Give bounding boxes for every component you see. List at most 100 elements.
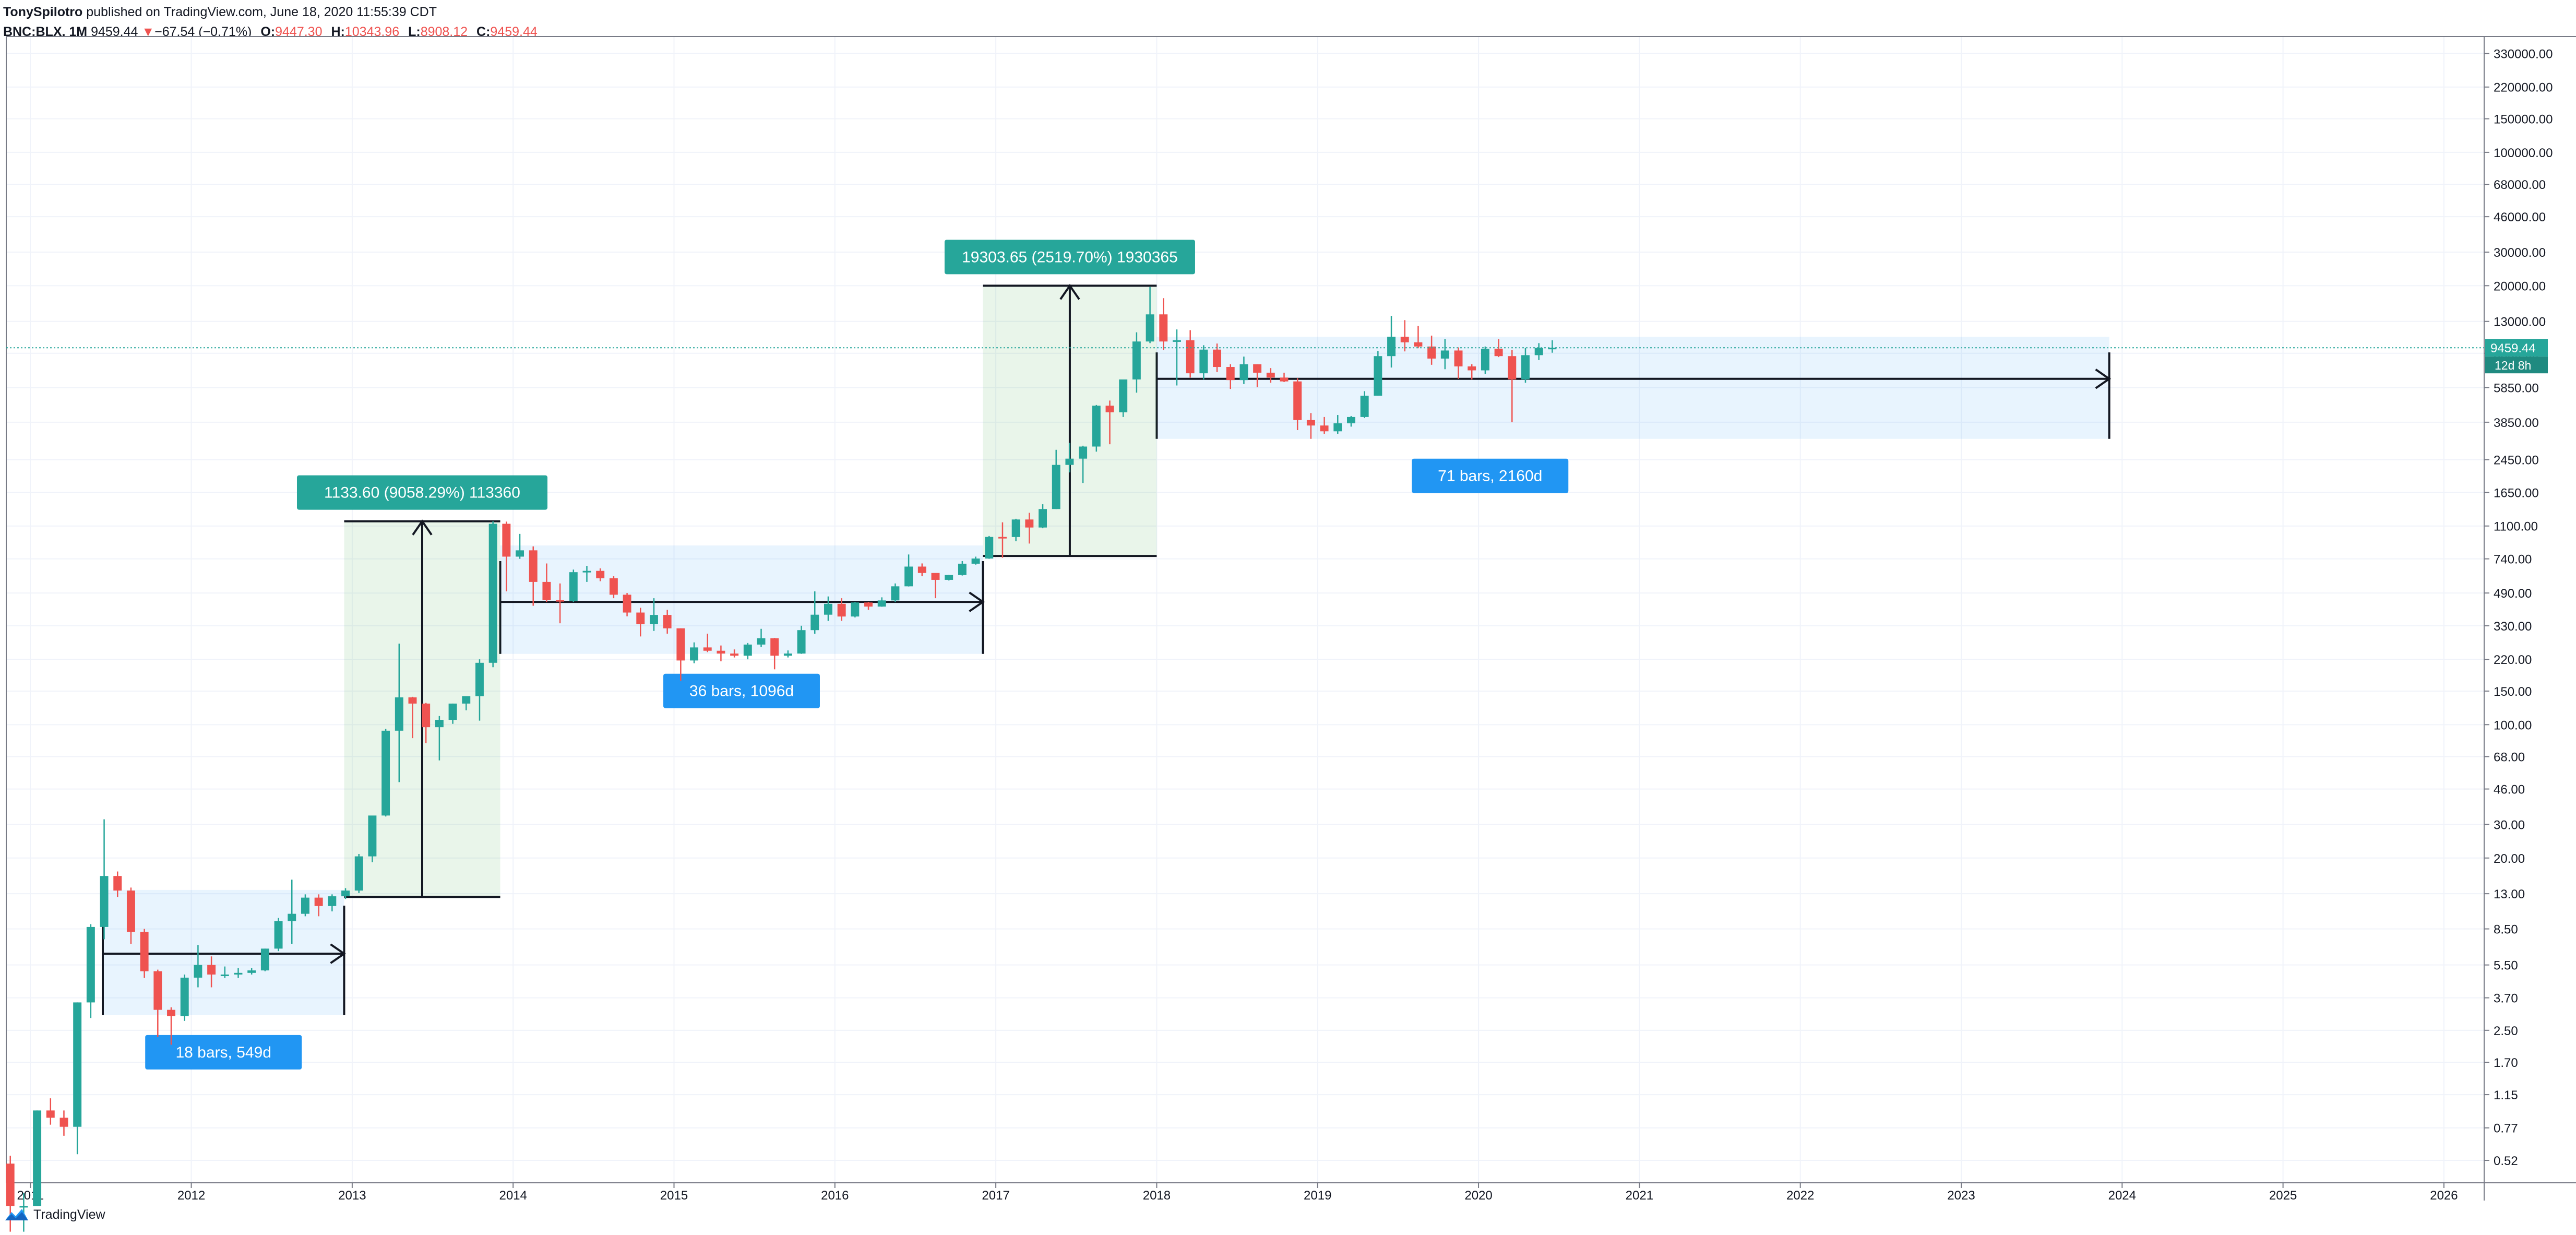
candle-body — [354, 856, 363, 891]
candle-body — [917, 566, 926, 573]
date-range-label: 18 bars, 549d — [175, 1044, 271, 1061]
y-tick-label: 1650.00 — [2494, 486, 2539, 500]
candle-body — [998, 537, 1007, 539]
price-range-label-box — [944, 240, 1195, 275]
candle-body — [1293, 381, 1302, 420]
price-range-label: 1133.60 (9058.29%) 113360 — [324, 484, 520, 502]
x-tick-label: 2022 — [1786, 1189, 1814, 1203]
candle-body — [1347, 417, 1355, 423]
candle-body — [1400, 337, 1409, 342]
y-tick-label: 0.52 — [2494, 1154, 2518, 1168]
candle-body — [810, 614, 819, 631]
y-tick-label: 3.70 — [2494, 992, 2518, 1006]
candle-body — [260, 948, 269, 971]
x-tick-label: 2017 — [982, 1189, 1009, 1203]
price-range-arrow-head — [1059, 283, 1080, 300]
candle-body — [837, 603, 846, 617]
footer-brand[interactable]: TradingView — [33, 1207, 105, 1222]
x-tick-label: 2012 — [177, 1189, 205, 1203]
candle-body — [1534, 348, 1543, 355]
candle-body — [314, 897, 323, 906]
candle-body — [395, 697, 403, 731]
candle-body — [529, 550, 538, 582]
candle-body — [126, 890, 135, 932]
candle-body — [757, 638, 766, 645]
price-range-label-box — [296, 475, 547, 510]
candle-body — [368, 815, 377, 857]
candle-body — [1146, 314, 1154, 342]
candle-body — [851, 602, 860, 617]
candle-body — [1226, 367, 1235, 381]
candle-body — [1065, 458, 1074, 465]
candle-body — [1011, 519, 1020, 537]
candle-body — [59, 1118, 68, 1127]
candle-body — [730, 654, 739, 656]
candle-body — [1092, 406, 1101, 447]
candle-body — [19, 1206, 28, 1208]
candle-body — [328, 896, 337, 906]
candle-body — [341, 890, 350, 897]
y-tick-label: 68000.00 — [2494, 178, 2546, 192]
candle-body — [1159, 314, 1168, 342]
plot-background — [0, 37, 2576, 1201]
y-tick-label: 1100.00 — [2494, 520, 2538, 534]
candle-body — [194, 965, 202, 978]
candle-body — [1440, 350, 1449, 359]
candle-body — [1199, 349, 1208, 374]
candle-body — [609, 578, 618, 595]
candle-body — [274, 921, 283, 949]
y-tick-label: 100000.00 — [2494, 146, 2553, 160]
candle-body — [1414, 342, 1423, 347]
candle-body — [207, 965, 216, 975]
y-tick-label: 100.00 — [2494, 718, 2532, 732]
candle-body — [663, 615, 672, 628]
date-range-label-box — [1412, 458, 1569, 493]
tradingview-logo-icon[interactable] — [4, 1207, 29, 1222]
y-tick-label: 68.00 — [2494, 751, 2525, 765]
date-range-label-box — [145, 1035, 302, 1070]
candle-body — [86, 927, 95, 1003]
candle-body — [1266, 372, 1275, 378]
y-tick-label: 30.00 — [2494, 818, 2525, 832]
y-tick-label: 46000.00 — [2494, 210, 2546, 224]
author-name[interactable]: TonySpilotro — [3, 5, 83, 19]
publish-line: TonySpilotro published on TradingView.co… — [3, 2, 538, 22]
publish-info: published on TradingView.com, June 18, 2… — [86, 5, 437, 19]
candle-body — [408, 697, 417, 704]
countdown-tag-label: 12d 8h — [2495, 359, 2531, 372]
candle-body — [971, 558, 980, 564]
y-tick-label: 13.00 — [2494, 887, 2525, 901]
candle-body — [676, 628, 685, 661]
candle-body — [1039, 509, 1047, 528]
date-range-box — [1156, 337, 2109, 439]
candle-body — [462, 696, 471, 704]
candle-body — [381, 730, 390, 816]
candle-body — [958, 563, 967, 575]
y-tick-label: 20000.00 — [2494, 279, 2546, 293]
y-tick-label: 5850.00 — [2494, 381, 2539, 395]
candle-body — [220, 975, 229, 977]
candle-body — [140, 932, 149, 971]
candle-body — [234, 972, 243, 975]
y-tick-label: 5.50 — [2494, 959, 2518, 973]
y-tick-label: 2.50 — [2494, 1024, 2518, 1038]
candle-body — [864, 602, 873, 607]
candle-body — [6, 1163, 15, 1206]
date-range-arrow-head — [2095, 369, 2112, 389]
footer: TradingView — [4, 1207, 105, 1222]
candle-body — [717, 650, 725, 654]
x-tick-label: 2018 — [1143, 1189, 1171, 1203]
y-tick-label: 1.70 — [2494, 1056, 2518, 1070]
x-tick-label: 2019 — [1304, 1189, 1331, 1203]
y-tick-label: 3850.00 — [2494, 416, 2539, 430]
candle-body — [1494, 349, 1503, 357]
date-range-box — [500, 545, 983, 654]
candle-body — [1454, 350, 1463, 366]
y-tick-label: 490.00 — [2494, 587, 2532, 601]
candle-body — [1132, 341, 1141, 379]
y-tick-label: 13000.00 — [2494, 315, 2546, 329]
y-tick-label: 2450.00 — [2494, 454, 2539, 468]
candle-body — [288, 913, 296, 921]
candle-body — [475, 662, 484, 696]
